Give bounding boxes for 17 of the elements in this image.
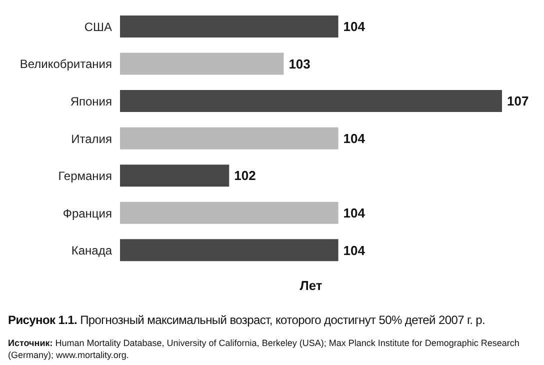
text: Источник: Human Mortality Database, University of California, Berkeley (USA); Max Planck Institute for Demographic Research (Germany); www.mortality.org. <box>8 337 520 361</box>
text: Рисунок 1.1. Прогнозный максимальный возраст, которого достигнут 50% детей 2007 г. р. <box>8 313 486 327</box>
data-label: 104 <box>343 19 366 34</box>
data-label: 104 <box>343 206 366 220</box>
data-label: 104 <box>343 242 366 258</box>
y-tick-label: Германия <box>58 169 112 184</box>
y-tick-label: Великобритания <box>20 57 112 72</box>
data-label: 103 <box>288 56 310 72</box>
data-label: 104 <box>343 130 366 146</box>
data-label: 102 <box>234 168 256 184</box>
y-tick-label: Франция <box>62 206 112 220</box>
y-tick-label: Италия <box>71 132 112 146</box>
y-tick-label: США <box>84 20 112 34</box>
x-axis-title: Лет <box>298 278 324 293</box>
data-label: 107 <box>507 94 529 109</box>
y-tick-label: Япония <box>70 94 112 108</box>
y-tick-label: Канада <box>71 244 112 258</box>
